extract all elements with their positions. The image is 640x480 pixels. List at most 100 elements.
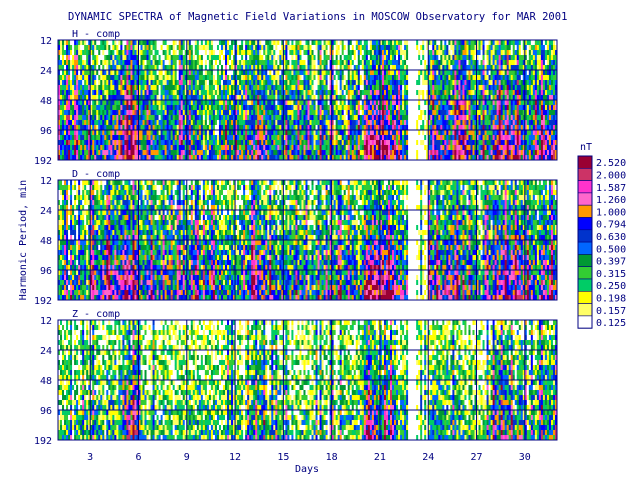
cell: [162, 135, 165, 141]
cell: [241, 140, 244, 146]
cell: [311, 40, 314, 46]
cell: [239, 75, 242, 81]
cell: [301, 65, 304, 71]
cell: [438, 60, 441, 66]
cell: [208, 110, 212, 116]
cell: [277, 145, 280, 151]
cell: [333, 50, 336, 56]
cell: [267, 60, 270, 66]
cell: [371, 105, 375, 111]
cell: [172, 85, 175, 91]
cell: [285, 70, 288, 76]
cell: [311, 60, 314, 66]
cell: [156, 120, 159, 126]
cell: [321, 135, 324, 141]
cell: [88, 155, 91, 161]
cell: [313, 85, 316, 91]
cell: [468, 45, 471, 51]
cell: [404, 130, 407, 136]
cell: [319, 65, 322, 71]
cell: [347, 115, 351, 121]
cell: [418, 125, 421, 131]
cell: [235, 40, 238, 46]
cell: [460, 80, 463, 86]
cell: [271, 85, 274, 91]
cell: [297, 50, 300, 56]
cell: [204, 60, 208, 66]
cell: [204, 130, 208, 136]
cell: [379, 90, 383, 96]
cell: [212, 145, 216, 151]
cell: [434, 115, 437, 121]
cell: [299, 45, 302, 51]
cell: [162, 85, 165, 91]
cell: [470, 150, 473, 156]
cell: [82, 95, 85, 101]
cell: [206, 65, 210, 71]
cell: [200, 125, 204, 131]
cell: [132, 95, 135, 101]
cell: [390, 100, 393, 106]
cell: [231, 135, 234, 141]
cell: [80, 125, 83, 131]
cell: [343, 145, 347, 151]
cell: [178, 70, 182, 76]
cell: [335, 90, 338, 96]
cell: [442, 155, 445, 161]
cell: [470, 100, 473, 106]
cell: [440, 50, 443, 56]
cell: [136, 40, 139, 46]
cell: [257, 120, 260, 126]
cell: [90, 55, 93, 61]
cell: [263, 55, 266, 61]
cell: [237, 150, 240, 156]
cell: [313, 95, 316, 101]
cell: [237, 140, 240, 146]
cell: [410, 125, 413, 131]
cell: [323, 100, 326, 106]
cell: [136, 105, 139, 111]
cell: [357, 105, 361, 111]
cell: [210, 125, 214, 131]
cell: [194, 140, 198, 146]
cell: [448, 120, 451, 126]
cell: [216, 145, 220, 151]
cell: [152, 125, 155, 131]
cell: [192, 55, 196, 61]
cell: [216, 110, 220, 116]
cell: [434, 45, 437, 51]
cell: [373, 85, 377, 91]
cell: [132, 85, 135, 91]
cell: [349, 125, 353, 131]
cell: [271, 105, 274, 111]
cell: [245, 120, 248, 126]
cell: [237, 70, 240, 76]
cell: [225, 135, 228, 141]
cell: [124, 155, 127, 161]
cell: [259, 155, 262, 161]
cell: [289, 125, 292, 131]
cell: [464, 105, 467, 111]
cell: [458, 85, 461, 91]
cell: [301, 70, 304, 76]
cell: [375, 90, 379, 96]
cell: [474, 95, 477, 101]
cell: [168, 55, 171, 61]
cell: [271, 40, 274, 46]
cell: [227, 60, 230, 66]
cell: [420, 120, 423, 126]
cell: [206, 70, 210, 76]
cell: [335, 85, 338, 91]
cell: [263, 125, 266, 131]
cell: [349, 55, 353, 61]
cell: [64, 75, 67, 81]
cell: [277, 70, 280, 76]
cell: [438, 70, 441, 76]
cell: [70, 80, 73, 86]
cell: [321, 65, 324, 71]
cell: [426, 105, 429, 111]
cell: [158, 45, 161, 51]
cell: [182, 100, 186, 106]
cell: [329, 135, 332, 141]
cell: [359, 40, 363, 46]
